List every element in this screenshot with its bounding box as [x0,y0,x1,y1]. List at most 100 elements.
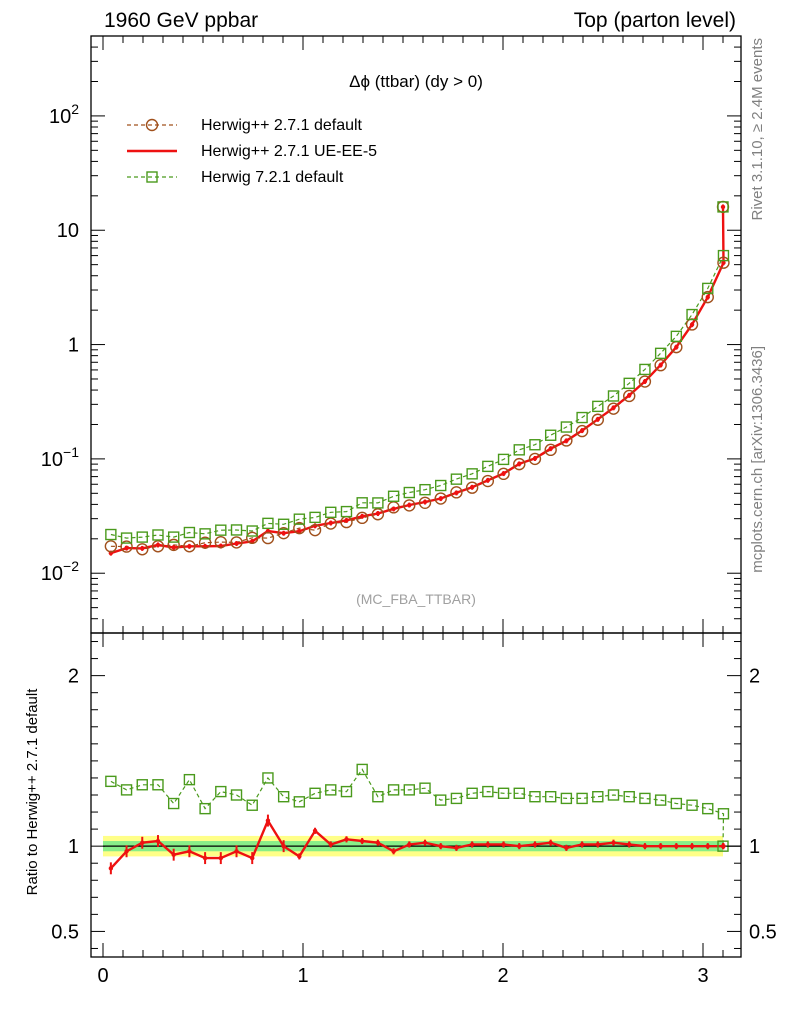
ratio-point-herwigpp-ueee5 [611,840,616,845]
point-herwigpp-ueee5 [579,428,585,433]
point-herwigpp-default [654,358,667,372]
ratio-y-tick-label-right: 0.5 [749,921,777,943]
rivet-version-label: Rivet 3.1.10, ≥ 2.4M events [749,38,766,221]
ratio-point-herwigpp-ueee5 [485,842,491,847]
point-herwigpp-default [308,523,322,537]
ratio-point-herwig7-default [592,791,604,803]
ratio-point-herwigpp-ueee5 [312,828,318,834]
analysis-watermark: (MC_FBA_TTBAR) [356,591,476,607]
ratio-point-herwigpp-ueee5 [532,842,538,847]
point-herwigpp-ueee5 [124,545,129,551]
ratio-plot-panel: 0.5 0.5 1 1 2 2 0 1 2 3 Ratio to Herwig++ 2.7.1 d… [24,632,777,987]
point-herwigpp-default [528,452,542,466]
ratio-point-herwigpp-ueee5 [705,843,710,849]
ratio-point-herwigpp-ueee5 [187,849,192,854]
point-herwigpp-ueee5 [469,485,475,490]
point-herwig7-default [356,497,368,509]
point-herwig7-default [639,363,651,376]
point-herwigpp-ueee5 [595,417,600,422]
point-herwigpp-default [230,536,243,549]
point-herwigpp-default [403,499,416,512]
point-herwigpp-default [575,424,589,438]
ratio-point-herwigpp-ueee5 [391,849,396,854]
ratio-point-herwigpp-ueee5 [720,843,726,849]
ratio-point-herwig7-default [639,792,651,805]
point-herwigpp-ueee5 [674,344,679,350]
point-herwigpp-ueee5 [611,405,616,410]
legend-label-herwigpp-ueee5: Herwig++ 2.7.1 UE-EE-5 [201,143,377,160]
x-tick-label: 1 [297,965,308,987]
ratio-point-herwig7-default [356,763,368,776]
ratio-point-herwigpp-ueee5 [689,843,695,849]
ratio-point-herwigpp-ueee5 [438,843,443,849]
header-left-label: 1960 GeV ppbar [104,9,258,32]
point-herwigpp-default [450,486,463,499]
point-herwigpp-ueee5 [564,438,569,443]
point-herwig7-default [277,518,290,530]
ratio-point-herwig7-default [293,796,306,808]
legend-label-herwigpp-default: Herwig++ 2.7.1 default [201,117,363,134]
point-herwig7-default [544,429,557,441]
point-herwigpp-ueee5 [705,294,710,300]
ratio-point-herwig7-default [309,787,321,799]
point-herwigpp-default [544,443,557,457]
point-herwig7-default [560,421,573,433]
point-herwig7-default [466,468,478,480]
ratio-point-herwigpp-ueee5 [124,849,129,854]
point-herwigpp-ueee5 [328,520,333,526]
legend-label-herwig7-default: Herwig 7.2.1 default [201,169,344,186]
point-herwig7-default [136,531,148,543]
ratio-y-tick-label-left: 1 [68,836,79,858]
point-herwigpp-ueee5 [642,379,648,384]
ratio-line-herwig7-default [110,768,725,847]
point-herwigpp-default [214,535,228,549]
legend-item-herwig7-default: Herwig 7.2.1 default [127,169,344,186]
point-herwigpp-default [183,540,196,553]
ratio-point-herwig7-default [215,785,227,798]
ratio-point-herwig7-default [466,787,478,799]
ratio-point-herwigpp-ueee5 [548,840,553,845]
ratio-point-herwig7-default [152,779,164,791]
ratio-point-herwig7-default [199,802,211,815]
ratio-point-herwigpp-ueee5 [328,842,333,847]
ratio-point-herwigpp-ueee5 [250,855,255,861]
ratio-point-herwigpp-ueee5 [674,843,679,849]
point-herwig7-default [419,483,431,496]
point-herwigpp-ueee5 [344,518,349,523]
ratio-point-herwig7-default [277,791,290,803]
ratio-point-herwig7-default [246,799,258,811]
ratio-point-herwig7-default [576,792,588,805]
point-herwig7-default [325,506,337,519]
ratio-y-tick-label-left: 2 [68,666,79,688]
ratio-point-herwig7-default [325,784,337,796]
ratio-point-herwig7-default [120,784,133,796]
point-herwig7-default [702,282,714,295]
point-herwigpp-ueee5 [501,471,506,476]
point-herwigpp-default [324,517,337,530]
point-herwig7-default [686,308,698,321]
ratio-point-herwig7-default [513,787,525,799]
ratio-point-herwigpp-ueee5 [155,838,161,844]
point-herwig7-default [513,444,525,456]
ratio-point-herwigpp-ueee5 [140,840,145,845]
ratio-frame [90,632,742,958]
ratio-point-herwigpp-ueee5 [265,818,271,823]
point-herwigpp-default [246,531,259,545]
ratio-point-herwigpp-ueee5 [171,852,176,857]
ratio-point-herwigpp-ueee5 [469,842,475,847]
ratio-point-herwig7-default [686,799,698,811]
ratio-point-herwig7-default [497,787,510,799]
point-herwigpp-default [638,375,652,388]
point-herwigpp-ueee5 [438,496,443,501]
point-herwigpp-ueee5 [627,393,632,398]
point-herwigpp-ueee5 [171,545,176,550]
ratio-y-tick-label-right: 2 [749,666,760,688]
ratio-point-herwigpp-ueee5 [658,843,663,849]
main-plot-panel: Δϕ (ttbar) (dy > 0) (MC_FBA_TTBAR) 10−2 1… [41,35,742,634]
point-herwig7-default [435,479,447,492]
point-herwig7-default [120,532,133,544]
point-herwigpp-ueee5 [375,511,381,516]
ratio-point-herwig7-default [654,794,667,806]
point-herwig7-default [450,473,463,485]
ratio-point-herwig7-default [482,785,494,798]
